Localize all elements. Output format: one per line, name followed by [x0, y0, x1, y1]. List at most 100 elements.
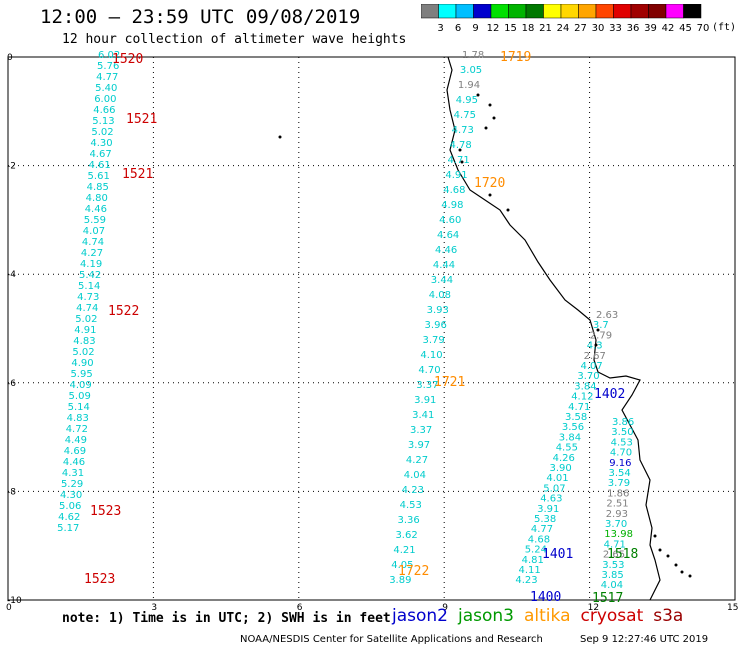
- island-marker: [458, 148, 462, 152]
- x-tick-label: 6: [297, 603, 303, 610]
- wave-height-value: 4.81: [522, 555, 544, 566]
- wave-height-value: 3.79: [422, 335, 444, 346]
- wave-height-value: 5.14: [68, 402, 90, 413]
- wave-height-value: 5.59: [84, 215, 106, 226]
- wave-height-value: 4.71: [447, 155, 469, 166]
- wave-height-value: 4.11: [519, 565, 541, 576]
- time-label: 1523: [84, 572, 115, 587]
- y-tick-label: -6: [7, 379, 16, 389]
- color-scale-label: 36: [627, 23, 640, 34]
- time-label: 1521: [122, 167, 153, 182]
- wave-height-value: 9.16: [609, 458, 631, 469]
- island-marker: [506, 208, 510, 212]
- wave-height-value: 4.73: [452, 125, 474, 136]
- x-tick-label: 3: [151, 603, 157, 610]
- wave-height-value: 4.66: [93, 105, 115, 116]
- wave-height-value: 5.40: [95, 83, 117, 94]
- wave-height-value: 5.02: [91, 127, 113, 138]
- island-marker: [658, 548, 662, 552]
- island-marker: [484, 126, 488, 130]
- wave-height-value: 4.04: [404, 470, 426, 481]
- wave-height-value: 4.05: [391, 560, 413, 571]
- wave-height-value: 1.86: [607, 488, 629, 499]
- color-scale-label: 33: [609, 23, 622, 34]
- island-marker: [688, 574, 692, 578]
- legend-item-jason3: jason3: [458, 606, 514, 626]
- wave-height-value: 3.79: [608, 478, 630, 489]
- wave-height-value: 13.98: [604, 529, 633, 540]
- wave-height-value: 5.07: [543, 483, 565, 494]
- wave-height-value: 3.93: [427, 305, 449, 316]
- island-marker: [653, 534, 657, 538]
- legend-item-cryosat: cryosat: [580, 606, 644, 626]
- wave-height-value: 4.75: [454, 110, 476, 121]
- wave-height-value: 4.07: [83, 226, 105, 237]
- wave-height-value: 6.02: [98, 50, 120, 61]
- wave-height-value: 4.77: [96, 72, 118, 83]
- wave-height-value: 4.04: [601, 580, 623, 591]
- color-scale-units: (ft): [712, 22, 737, 33]
- island-marker: [488, 193, 492, 197]
- wave-height-value: 5.29: [61, 479, 83, 490]
- time-label: 1402: [594, 387, 625, 402]
- wave-height-value: 4.77: [531, 524, 553, 535]
- wave-height-value: 3.90: [550, 463, 572, 474]
- wave-height-value: 4.83: [73, 336, 95, 347]
- wave-height-value: 3.7: [593, 320, 609, 331]
- wave-height-value: 5.17: [57, 523, 79, 534]
- map-frame: [7, 56, 736, 601]
- wave-height-value: 4.64: [437, 230, 459, 241]
- wave-height-value: 5.13: [92, 116, 114, 127]
- time-label: 1719: [500, 50, 531, 65]
- color-scale-label: 15: [504, 23, 517, 34]
- wave-height-value: 3.05: [460, 65, 482, 76]
- wave-height-value: 3.89: [389, 575, 411, 586]
- wave-height-value: 3.36: [398, 515, 420, 526]
- coastline: [446, 56, 661, 601]
- wave-height-value: 4.72: [66, 424, 88, 435]
- color-scale-label: 42: [662, 23, 675, 34]
- wave-height-value: 4.95: [456, 95, 478, 106]
- wave-height-map: 0 3 6 9 12 150-2-4-6-8-106.025.764.775.406.00…: [6, 50, 738, 610]
- wave-height-value: 3.62: [395, 530, 417, 541]
- island-marker: [460, 160, 464, 164]
- island-marker: [488, 103, 492, 107]
- wave-height-value: 3.91: [537, 504, 559, 515]
- wave-height-value: 3.50: [611, 427, 633, 438]
- color-scale-label: 6: [455, 23, 461, 34]
- island-marker: [674, 563, 678, 567]
- wave-height-value: 4.67: [89, 149, 111, 160]
- y-tick-label: -4: [7, 270, 16, 280]
- wave-height-value: 5.24: [525, 545, 547, 556]
- wave-height-value: 2.79: [590, 330, 612, 341]
- time-label: 1521: [126, 112, 157, 127]
- island-marker: [680, 570, 684, 574]
- wave-height-value: 4.12: [571, 392, 593, 403]
- y-tick-label: -8: [7, 487, 16, 497]
- wave-height-value: 6.00: [94, 94, 116, 105]
- wave-height-value: 1.94: [458, 80, 480, 91]
- color-scale-label: 30: [592, 23, 605, 34]
- wave-height-value: 4.98: [441, 200, 463, 211]
- wave-height-value: 3.58: [565, 412, 587, 423]
- time-label: 1401: [542, 547, 573, 562]
- wave-height-value: 4.90: [71, 358, 93, 369]
- time-label: 1518: [607, 547, 638, 562]
- wave-height-value: 4.71: [568, 402, 590, 413]
- page-title: 12:00 – 23:59 UTC 09/08/2019: [40, 6, 361, 28]
- wave-height-value: 4.10: [420, 350, 442, 361]
- legend-item-jason2: jason2: [392, 606, 448, 626]
- wave-height-value: 2.65: [603, 550, 625, 561]
- x-tick-label: 12: [588, 603, 599, 610]
- wave-height-value: 5.02: [75, 314, 97, 325]
- wave-height-value: 3.54: [609, 468, 631, 479]
- wave-height-value: 4.31: [62, 468, 84, 479]
- color-scale-label: 18: [522, 23, 535, 34]
- y-tick-label: -10: [7, 596, 22, 606]
- wave-height-value: 4.73: [77, 292, 99, 303]
- wave-height-value: 5.95: [70, 369, 92, 380]
- wave-height-value: 3.85: [602, 570, 624, 581]
- legend-item-s3a: s3a: [653, 606, 684, 626]
- wave-height-value: 4.09: [70, 380, 92, 391]
- wave-height-value: 4.62: [58, 512, 80, 523]
